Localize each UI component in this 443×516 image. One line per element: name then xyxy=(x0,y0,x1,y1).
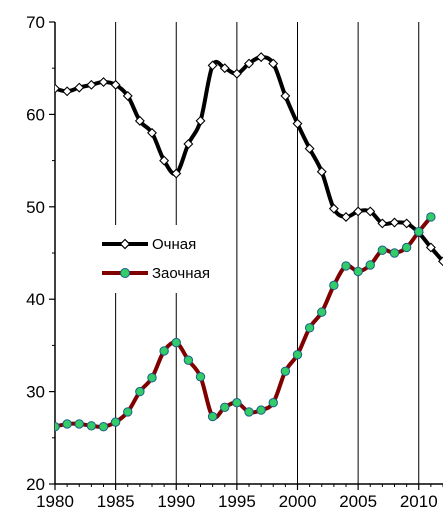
point-s0-1981 xyxy=(62,86,73,97)
point-s1-1980 xyxy=(55,422,60,432)
point-s0-2011 xyxy=(425,242,436,253)
point-s1-1999 xyxy=(280,366,291,376)
point-s0-1999 xyxy=(280,90,291,101)
point-s0-2004 xyxy=(341,211,351,222)
y-tick-label-20: 20 xyxy=(26,475,45,494)
point-s1-1986 xyxy=(123,407,133,417)
point-s0-2006 xyxy=(365,206,376,217)
point-s1-1998 xyxy=(268,397,278,408)
point-s0-1998 xyxy=(268,58,279,69)
point-s1-1989 xyxy=(159,346,169,356)
legend-marker-zaochnaya xyxy=(120,268,130,278)
legend: Очная Заочная xyxy=(96,225,222,293)
point-s0-1986 xyxy=(122,90,133,101)
axes xyxy=(49,21,443,490)
point-s0-1982 xyxy=(74,82,85,93)
point-s0-1984 xyxy=(98,77,109,88)
point-s1-2001 xyxy=(304,323,315,333)
point-s0-1989 xyxy=(159,155,170,166)
y-tick-label-50: 50 xyxy=(26,198,45,217)
point-s1-1991 xyxy=(183,355,194,365)
point-s0-1997 xyxy=(256,52,267,63)
point-s0-2002 xyxy=(316,166,327,177)
point-s0-1996 xyxy=(244,58,254,69)
point-s0-1993 xyxy=(207,60,218,71)
point-s0-2007 xyxy=(377,218,388,229)
x-tick-label-1980: 1980 xyxy=(36,492,74,511)
point-s1-2011 xyxy=(426,212,436,222)
point-s1-2010 xyxy=(414,227,424,237)
point-s0-2009 xyxy=(401,218,412,229)
legend-box xyxy=(96,225,222,293)
gridlines xyxy=(115,22,420,484)
legend-label-ochnaya: Очная xyxy=(152,236,196,253)
y-tick-label-40: 40 xyxy=(26,290,45,309)
point-s1-1995 xyxy=(232,397,242,408)
legend-label-zaochnaya: Заочная xyxy=(152,265,210,282)
point-s1-1990 xyxy=(171,337,181,348)
point-s1-1983 xyxy=(86,421,97,431)
point-s1-1996 xyxy=(244,407,254,417)
y-tick-label-70: 70 xyxy=(26,13,45,32)
point-s1-1984 xyxy=(98,422,109,432)
point-s1-2004 xyxy=(341,261,351,271)
x-tick-label-1990: 1990 xyxy=(157,492,195,511)
point-s1-2007 xyxy=(377,245,388,255)
point-s0-2008 xyxy=(389,217,400,228)
point-s1-1992 xyxy=(195,372,206,382)
x-tick-label-1985: 1985 xyxy=(97,492,135,511)
point-s0-1980 xyxy=(55,83,60,94)
point-s1-2006 xyxy=(365,260,375,270)
x-tick-label-2000: 2000 xyxy=(279,492,317,511)
x-tick-label-2010: 2010 xyxy=(400,492,438,511)
point-s0-1992 xyxy=(195,115,206,126)
x-tick-label-1995: 1995 xyxy=(218,492,256,511)
point-s0-2003 xyxy=(328,203,339,214)
point-s1-2003 xyxy=(329,280,339,291)
point-s0-1995 xyxy=(231,68,242,79)
point-s1-1982 xyxy=(74,419,84,429)
series-1 xyxy=(55,212,436,432)
point-s1-1994 xyxy=(220,402,230,413)
point-s0-2005 xyxy=(353,206,364,217)
point-s1-1988 xyxy=(147,373,157,383)
point-s0-1987 xyxy=(134,115,145,126)
point-s1-1981 xyxy=(62,419,72,429)
point-s0-1983 xyxy=(86,79,97,90)
point-s1-1987 xyxy=(135,386,145,397)
point-s0-1990 xyxy=(171,168,182,179)
legend-marker-ochnaya xyxy=(119,238,131,250)
point-s1-2005 xyxy=(353,266,363,277)
series xyxy=(55,52,443,432)
point-s0-1994 xyxy=(219,63,230,74)
point-s0-2012 xyxy=(438,256,443,267)
point-s1-2000 xyxy=(292,349,303,360)
point-s0-1991 xyxy=(183,138,194,149)
series-0 xyxy=(55,52,443,267)
x-tick-label-2005: 2005 xyxy=(339,492,377,511)
point-s0-2000 xyxy=(292,118,303,129)
point-s1-2002 xyxy=(317,307,327,317)
point-s1-1985 xyxy=(110,417,121,427)
point-s0-1988 xyxy=(147,127,157,138)
y-tick-label-60: 60 xyxy=(26,105,45,124)
y-tick-label-30: 30 xyxy=(26,383,45,402)
point-s1-2009 xyxy=(401,242,412,253)
point-s1-2008 xyxy=(389,248,400,258)
point-s1-1997 xyxy=(256,405,266,415)
point-s1-1993 xyxy=(207,411,218,422)
point-s0-1985 xyxy=(110,79,121,90)
point-s0-2001 xyxy=(304,143,315,154)
tick-labels: 20 30 40 50 60 70 1980 1985 1990 1995 2000 2005 2010 xyxy=(26,13,438,511)
